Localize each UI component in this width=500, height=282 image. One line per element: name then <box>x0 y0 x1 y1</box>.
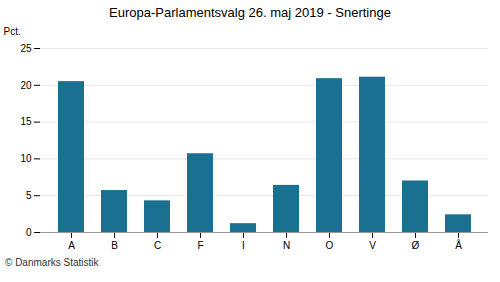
svg-text:V: V <box>369 240 376 251</box>
svg-text:10: 10 <box>20 153 32 164</box>
svg-text:Ø: Ø <box>412 240 420 251</box>
svg-text:C: C <box>154 240 161 251</box>
svg-text:B: B <box>111 240 118 251</box>
svg-text:N: N <box>283 240 290 251</box>
svg-text:Å: Å <box>455 239 462 251</box>
html-text:© Danmarks Statistik: © Danmarks Statistik <box>5 257 99 268</box>
svg-text:25: 25 <box>20 43 32 54</box>
svg-text:O: O <box>326 240 334 251</box>
svg-text:A: A <box>68 240 75 251</box>
svg-text:I: I <box>242 240 245 251</box>
svg-text:20: 20 <box>20 80 32 91</box>
html-text:Europa-Parlamentsvalg 26. maj: Europa-Parlamentsvalg 26. maj 2019 - Sne… <box>109 5 391 20</box>
svg-text:Pct.: Pct. <box>4 26 21 37</box>
svg-text:5: 5 <box>26 190 32 201</box>
svg-text:15: 15 <box>20 116 32 127</box>
svg-text:0: 0 <box>26 227 32 238</box>
svg-text:F: F <box>197 240 203 251</box>
